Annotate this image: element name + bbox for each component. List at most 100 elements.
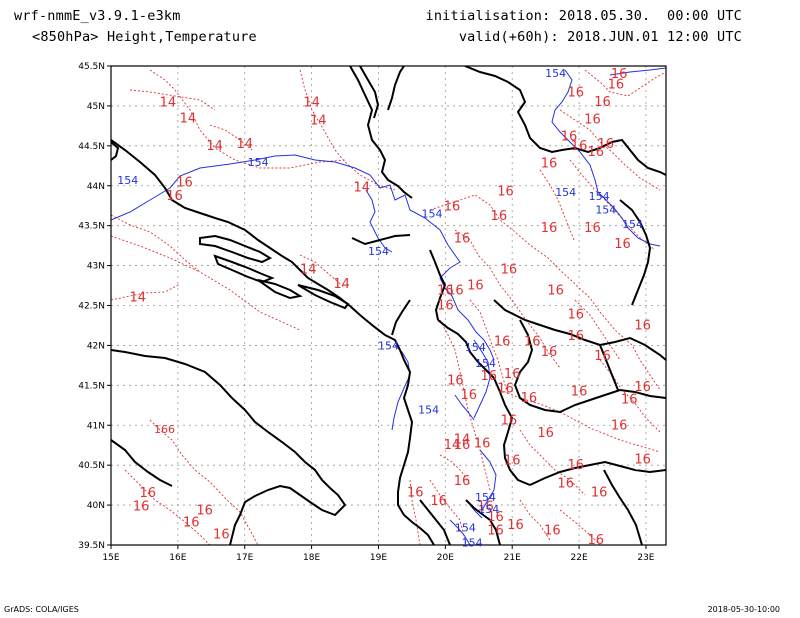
temperature-contour-label: 16 <box>454 231 471 246</box>
temperature-contour-label: 16 <box>524 334 541 349</box>
temperature-contour-label: 16 <box>213 528 230 543</box>
temperature-contour-label: 16 <box>196 504 213 519</box>
temperature-contour-label: 16 <box>541 221 558 236</box>
temperature-contour-label: 16 <box>447 374 464 389</box>
height-contour-label: 154 <box>421 208 442 221</box>
temperature-contour-label: 16 <box>541 156 558 171</box>
temperature-contour-label: 16 <box>504 453 521 468</box>
valid-value: 2018.JUN.01 12:00 UTC <box>567 29 742 45</box>
temperature-contour-label: 16 <box>547 283 564 298</box>
temperature-contour-label: 16 <box>133 500 150 515</box>
model-title: wrf-nmmE_v3.9.1-e3km <box>14 8 181 24</box>
lat-tick-label: 44N <box>87 182 105 192</box>
temperature-contour-label: 16 <box>571 139 588 154</box>
temperature-contour-label: 16 <box>481 369 498 384</box>
height-contour-label: 154 <box>418 403 439 416</box>
init-value: 2018.05.30. 00:00 UTC <box>558 8 742 24</box>
height-contour-label: 154 <box>545 67 566 80</box>
temperature-contour-label: 16 <box>494 334 511 349</box>
lat-tick-label: 41.5N <box>78 381 105 391</box>
temperature-contour-label: 16 <box>444 200 461 215</box>
temperature-contour-label: 16 <box>501 413 518 428</box>
temperature-contour-label: 16 <box>594 95 611 110</box>
height-contour-label: 154 <box>378 339 399 352</box>
lat-tick-label: 43N <box>87 262 105 272</box>
height-contour-label: 154 <box>475 357 496 370</box>
temperature-contour-label: 16 <box>477 500 494 515</box>
temperature-contour-label: 16 <box>460 388 477 403</box>
temperature-contour-label: 16 <box>541 345 558 360</box>
valid-time: valid(+60h): 2018.JUN.01 12:00 UTC <box>459 29 742 45</box>
temperature-contour-label: 16 <box>437 299 454 314</box>
temperature-contour-label: 16 <box>611 67 628 82</box>
lat-tick-label: 45.5N <box>78 62 105 72</box>
height-contour-label: 154 <box>455 521 476 534</box>
init-label: initialisation: <box>425 8 551 24</box>
temperature-contour-label: 16 <box>504 367 521 382</box>
lat-tick-label: 43.5N <box>78 222 105 232</box>
temperature-contour-label: 16 <box>557 477 574 492</box>
coastlines <box>111 66 666 545</box>
lon-tick-label: 20E <box>437 553 454 563</box>
height-contour-label: 154 <box>555 186 576 199</box>
lon-tick-label: 19E <box>370 553 387 563</box>
temperature-contour-label: 16 <box>474 437 491 452</box>
temperature-contour-label: 16 <box>437 283 454 298</box>
temperature-contour-label: 16 <box>497 184 514 199</box>
temperature-contour-label: 16 <box>561 129 578 144</box>
lon-tick-label: 23E <box>637 553 654 563</box>
temperature-contour-label: 16 <box>634 318 651 333</box>
temperature-contour-label: 14 <box>333 277 350 292</box>
lon-tick-label: 15E <box>102 553 119 563</box>
lat-tick-label: 40.5N <box>78 461 105 471</box>
lon-tick-label: 18E <box>303 553 320 563</box>
temperature-contour-label: 16 <box>447 283 464 298</box>
temperature-contour-label: 16 <box>491 209 508 224</box>
lat-tick-label: 39.5N <box>78 541 105 551</box>
temperature-contour-label: 16 <box>567 307 584 322</box>
temperature-contour-label: 14 <box>353 180 370 195</box>
temperature-contour-label: 16 <box>176 176 193 191</box>
lon-tick-label: 17E <box>236 553 253 563</box>
temperature-contour-label: 14 <box>454 433 471 448</box>
temperature-contour-label: 16 <box>567 85 584 100</box>
temperature-contour-label: 14 <box>303 96 320 111</box>
height-contour-label: 154 <box>248 156 269 169</box>
temperature-contour-label: 16 <box>487 524 504 539</box>
temperature-contour-label: 16 <box>571 385 588 400</box>
lon-tick-label: 16E <box>169 553 186 563</box>
temperature-contour-label: 14 <box>444 438 461 453</box>
temperature-contour-label: 16 <box>507 518 524 533</box>
lat-tick-label: 42N <box>87 341 105 351</box>
temperature-contour-label: 16 <box>621 393 638 408</box>
temperature-contour-label: 16 <box>611 418 628 433</box>
temperature-contour-label: 16 <box>588 145 605 160</box>
temperature-contour-label: 14 <box>180 112 197 127</box>
temperature-contour-label: 16 <box>584 112 601 127</box>
footer-credit: GrADS: COLA/IGES <box>4 605 79 614</box>
temperature-contour-label: 16 <box>454 474 471 489</box>
temperature-contour-label: 16 <box>183 516 200 531</box>
temperature-contours <box>111 69 666 545</box>
height-contour-label: 154 <box>462 537 483 550</box>
temperature-contour-label: 16 <box>454 438 471 453</box>
temperature-contour-label: 16 <box>634 380 651 395</box>
height-contour-label: 154 <box>368 245 389 258</box>
lat-tick-label: 41N <box>87 421 105 431</box>
temperature-contour-label: 166 <box>154 423 175 436</box>
temperature-contour-label: 16 <box>407 485 424 500</box>
temperature-contour-label: 16 <box>501 263 518 278</box>
temperature-contour-label: 14 <box>160 96 177 111</box>
temperature-contour-label: 16 <box>584 221 601 236</box>
temperature-contour-label: 16 <box>567 329 584 344</box>
temperature-contour-label: 14 <box>300 263 317 278</box>
valid-label: valid(+60h): <box>458 29 559 45</box>
temperature-contour-label: 16 <box>544 524 561 539</box>
lat-tick-label: 42.5N <box>78 302 105 312</box>
temperature-contour-label: 14 <box>236 137 253 152</box>
temperature-contour-label: 16 <box>487 510 504 525</box>
temperature-contour-label: 16 <box>567 458 584 473</box>
temperature-contour-label: 16 <box>467 279 484 294</box>
height-contour-label: 154 <box>117 174 138 187</box>
